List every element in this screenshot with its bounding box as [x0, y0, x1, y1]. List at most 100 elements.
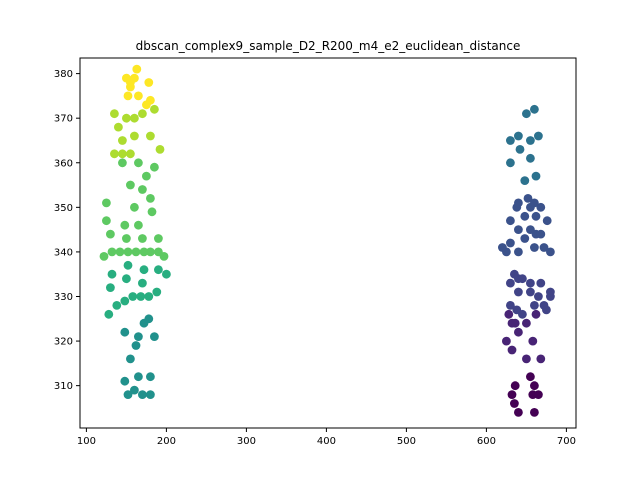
- data-point: [510, 269, 519, 279]
- data-point: [123, 91, 133, 101]
- y-tick-label: 360: [54, 158, 73, 169]
- points-layer: [99, 64, 555, 417]
- data-point: [520, 176, 530, 186]
- data-point: [125, 180, 135, 190]
- data-point: [546, 247, 555, 257]
- data-point: [526, 225, 535, 235]
- data-point: [159, 252, 169, 261]
- data-point: [155, 145, 165, 154]
- data-point: [130, 113, 139, 123]
- data-point: [514, 408, 523, 417]
- data-point: [150, 162, 159, 172]
- data-point: [526, 278, 535, 288]
- data-point: [526, 372, 535, 382]
- data-point: [162, 269, 171, 279]
- data-point: [142, 171, 151, 181]
- data-point: [120, 376, 130, 386]
- data-point: [506, 158, 515, 168]
- data-point: [514, 198, 523, 208]
- data-point: [122, 73, 131, 83]
- data-point: [125, 354, 135, 364]
- data-point: [120, 220, 130, 230]
- data-point: [506, 216, 515, 226]
- data-point: [530, 243, 539, 252]
- data-point: [504, 309, 514, 319]
- y-tick-label: 310: [54, 381, 73, 392]
- data-point: [130, 131, 139, 141]
- data-point: [539, 243, 549, 252]
- data-point: [514, 131, 523, 141]
- data-point: [506, 301, 515, 310]
- data-point: [134, 332, 143, 341]
- x-tick-label: 200: [157, 436, 176, 447]
- data-point: [522, 354, 531, 364]
- data-point: [130, 385, 139, 395]
- data-point: [130, 202, 139, 212]
- y-tick-label: 330: [54, 292, 73, 303]
- data-point: [106, 229, 115, 239]
- x-tick-label: 400: [317, 436, 336, 447]
- data-point: [134, 220, 143, 230]
- data-point: [138, 390, 147, 399]
- data-point: [112, 301, 122, 310]
- data-point: [144, 314, 154, 324]
- data-point: [531, 309, 541, 319]
- ticks-layer: 100 200 300 400 500 600 700 310 320 330 340 350 360 3…: [54, 69, 576, 447]
- data-point: [530, 104, 539, 114]
- data-point: [506, 278, 515, 288]
- data-point: [152, 287, 162, 297]
- data-point: [125, 149, 135, 159]
- data-point: [150, 104, 159, 114]
- y-tick-label: 350: [54, 203, 73, 214]
- data-point: [520, 211, 530, 221]
- data-point: [507, 390, 517, 399]
- data-point: [146, 247, 155, 257]
- data-point: [146, 131, 155, 141]
- data-point: [139, 265, 149, 275]
- data-point: [114, 122, 123, 132]
- data-point: [138, 278, 147, 288]
- data-point: [125, 82, 135, 92]
- data-point: [518, 309, 527, 319]
- data-point: [132, 64, 142, 74]
- y-tick-label: 340: [54, 247, 73, 258]
- data-point: [106, 283, 115, 292]
- data-point: [536, 229, 546, 239]
- data-point: [510, 381, 520, 391]
- data-point: [528, 336, 538, 346]
- data-point: [123, 247, 133, 257]
- data-point: [154, 234, 163, 243]
- data-point: [514, 247, 523, 257]
- data-point: [536, 278, 546, 288]
- data-point: [128, 292, 138, 301]
- data-point: [146, 390, 155, 399]
- data-point: [120, 327, 130, 337]
- chart-title: dbscan_complex9_sample_D2_R200_m4_e2_euc…: [136, 39, 521, 53]
- y-tick-label: 380: [54, 69, 73, 80]
- data-point: [123, 260, 133, 270]
- data-point: [514, 327, 523, 337]
- data-point: [102, 198, 111, 208]
- x-tick-label: 600: [477, 436, 496, 447]
- data-point: [144, 292, 154, 301]
- x-tick-label: 300: [237, 436, 256, 447]
- y-tick-label: 320: [54, 337, 73, 348]
- data-point: [134, 91, 143, 101]
- data-point: [514, 287, 523, 297]
- data-point: [542, 216, 552, 226]
- data-point: [144, 78, 154, 87]
- data-point: [107, 247, 117, 257]
- data-point: [99, 252, 109, 261]
- data-point: [536, 202, 546, 212]
- data-point: [520, 234, 530, 243]
- data-point: [530, 381, 539, 391]
- data-point: [510, 399, 519, 408]
- data-point: [507, 345, 517, 355]
- data-point: [122, 274, 131, 284]
- data-point: [139, 247, 149, 257]
- data-point: [536, 354, 546, 364]
- data-point: [531, 171, 541, 181]
- data-point: [107, 269, 117, 279]
